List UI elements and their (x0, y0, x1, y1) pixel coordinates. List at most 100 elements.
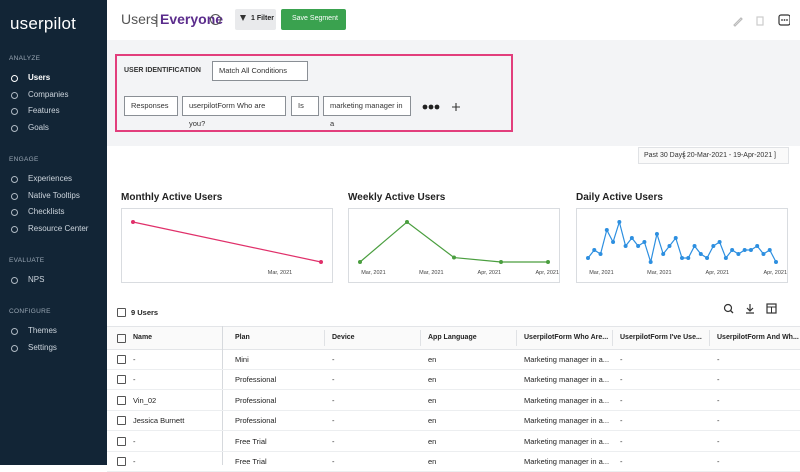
row-divider (107, 450, 800, 452)
table-cell: Marketing manager in a... (524, 375, 610, 385)
x-tick-label: Apr, 2021 (764, 270, 788, 276)
nav-icon (11, 75, 18, 82)
table-cell: - (717, 375, 720, 385)
condition-actions[interactable] (420, 100, 464, 114)
x-tick-label: Mar, 2021 (647, 270, 671, 276)
data-point (623, 244, 628, 248)
data-point (667, 244, 672, 248)
filter-panel (107, 40, 800, 146)
column-divider (516, 330, 517, 346)
table-cell: Professional (235, 375, 277, 385)
data-point (592, 248, 597, 252)
date-range-bg[interactable] (638, 147, 789, 164)
table-cell: Marketing manager in a... (524, 395, 610, 405)
column-header: UserpilotForm Who Are... (524, 334, 609, 341)
nav-item[interactable]: Themes (28, 326, 57, 335)
date-range[interactable]: [ 20-Mar-2021 - 19-Apr-2021 ] (683, 152, 776, 159)
table-cell: en (428, 436, 437, 446)
nav-item[interactable]: Experiences (28, 174, 73, 183)
nav-item[interactable]: NPS (28, 275, 45, 284)
table-cell: - (620, 395, 623, 405)
nav-item[interactable]: Resource Center (28, 223, 89, 233)
data-point (723, 256, 728, 260)
checkbox[interactable] (117, 416, 126, 426)
data-point (717, 240, 722, 244)
condition-field[interactable]: marketing manager in a (323, 96, 411, 128)
nav-icon (11, 277, 18, 284)
table-cell: Marketing manager in a... (524, 457, 610, 466)
chart-title: Daily Active Users (576, 192, 663, 203)
table-tools[interactable] (722, 302, 780, 316)
sidebar: userpilot ANALYZE Users Companies Features Go… (0, 0, 107, 465)
data-point (736, 252, 741, 256)
segment-caret[interactable] (210, 14, 221, 25)
checkbox[interactable] (117, 375, 126, 385)
data-point (661, 252, 666, 256)
row-divider (107, 430, 800, 432)
checkbox[interactable] (117, 355, 126, 364)
data-point (774, 260, 778, 264)
save-button[interactable]: Save Segment (292, 15, 338, 22)
data-point (604, 228, 609, 232)
data-point (680, 256, 684, 260)
data-point (711, 244, 716, 248)
table-cell: Free Trial (235, 457, 267, 466)
filter-funnel (240, 15, 246, 21)
checkbox[interactable] (117, 308, 126, 317)
table-cell: - (332, 436, 335, 446)
nav-item[interactable]: Users (28, 73, 51, 82)
data-point (673, 236, 678, 240)
table-cell: - (332, 457, 335, 466)
page-title: Users (121, 11, 158, 27)
table-cell: en (428, 395, 437, 405)
table-cell: - (620, 436, 623, 446)
table-cell: Professional (235, 416, 277, 426)
row-divider (107, 409, 800, 411)
condition-field[interactable]: Responses (124, 96, 178, 116)
filter-button-bg[interactable] (235, 9, 276, 30)
chart-frame (576, 208, 788, 283)
data-point (755, 244, 760, 248)
column-divider (709, 330, 710, 346)
x-tick-label: Mar, 2021 (268, 270, 292, 276)
filter-button[interactable]: 1 Filter (251, 15, 274, 22)
table-cell: - (717, 436, 720, 446)
checkbox[interactable] (117, 334, 126, 343)
checkbox[interactable] (117, 436, 126, 446)
nav-item[interactable]: Native Tooltips (28, 190, 80, 200)
data-point (629, 236, 634, 240)
table-cell: - (133, 436, 136, 446)
chart: Mar, 2021 Mar, 2021 Apr, 2021 Apr, 2021 (358, 220, 559, 276)
data-point (546, 260, 550, 264)
nav-icon (11, 328, 18, 335)
date-preset[interactable]: Past 30 Days (644, 152, 686, 159)
nav-item[interactable]: Checklists (28, 207, 65, 216)
table-cell: - (717, 395, 720, 405)
condition-field[interactable]: Is (291, 96, 319, 116)
column-header: Device (332, 334, 355, 341)
table-cell: Vin_02 (133, 395, 157, 405)
table-cell: Marketing manager in a... (524, 416, 610, 426)
column-header: App Language (428, 334, 477, 341)
data-point (611, 240, 616, 244)
segment-name[interactable]: Everyone (160, 11, 224, 27)
nav-item[interactable]: Settings (28, 342, 57, 352)
table-cell: Mini (235, 355, 249, 364)
x-tick-label: Apr, 2021 (706, 270, 730, 276)
data-point (617, 220, 622, 224)
data-point (654, 232, 659, 236)
column-header: UserpilotForm And Wh... (717, 334, 799, 341)
condition-field[interactable]: userpilotForm Who are you? (182, 96, 286, 128)
table-cell: Marketing manager in a... (524, 436, 610, 446)
nav-item[interactable]: Goals (28, 122, 49, 132)
table-cell: - (133, 355, 136, 364)
header-icons[interactable] (728, 12, 790, 28)
data-point (452, 255, 456, 260)
x-tick-label: Apr, 2021 (478, 270, 502, 276)
nav-icon (11, 108, 18, 115)
nav-item[interactable]: Features (28, 106, 60, 115)
match-select[interactable]: Match All Conditions (212, 61, 308, 81)
checkbox[interactable] (117, 395, 126, 405)
save-button-bg[interactable] (281, 9, 346, 30)
nav-item[interactable]: Companies (28, 89, 69, 99)
